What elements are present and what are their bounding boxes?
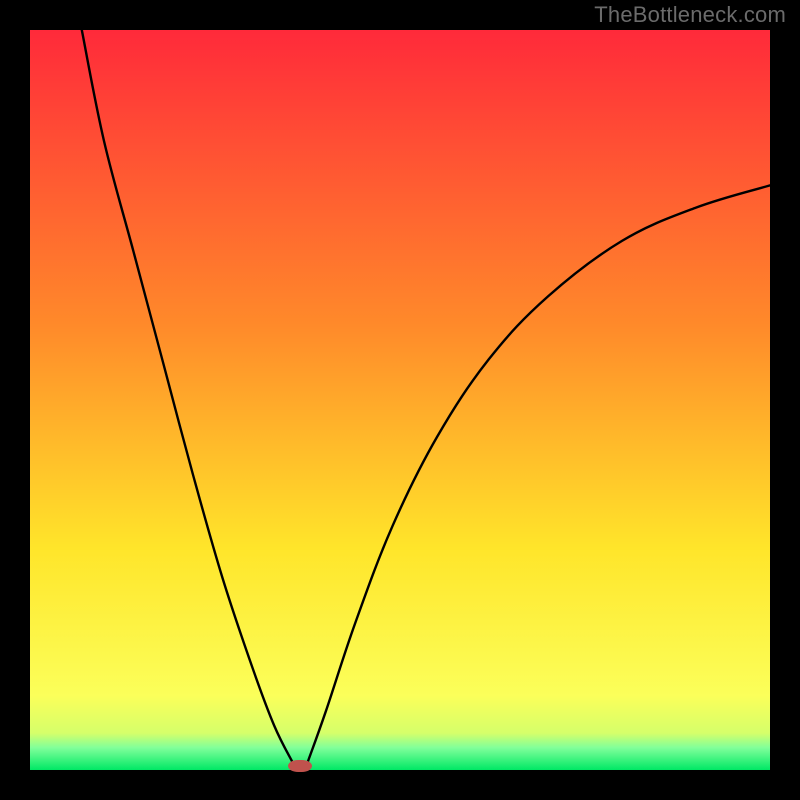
chart-line [30, 30, 770, 770]
minimum-marker [288, 760, 312, 772]
chart-plot-area [30, 30, 770, 770]
watermark-text: TheBottleneck.com [594, 2, 786, 28]
